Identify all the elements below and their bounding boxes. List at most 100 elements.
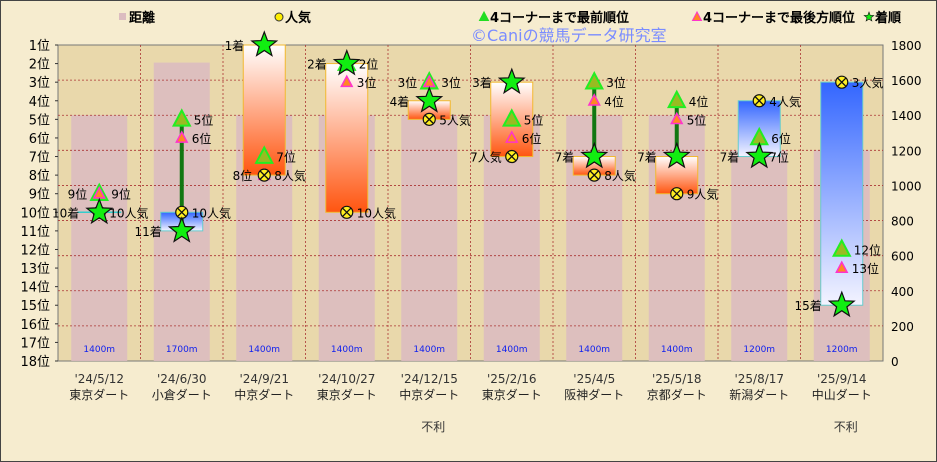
finish-star-icon xyxy=(745,141,774,169)
popularity-label: 4人気 xyxy=(769,94,801,109)
last-position-marker xyxy=(587,93,601,106)
finish-star-icon xyxy=(415,86,444,113)
last-position-marker xyxy=(505,130,519,143)
first-position-marker xyxy=(831,238,852,257)
distance-label: 1400m xyxy=(331,345,363,355)
first-position-label: 2位 xyxy=(359,57,379,72)
finish-label: 7着 xyxy=(720,150,740,165)
left-axis-tick: 14位 xyxy=(20,281,50,296)
finish-star-icon xyxy=(167,216,196,243)
first-position-marker xyxy=(171,108,192,127)
left-axis-tick: 18位 xyxy=(20,355,50,370)
right-axis-tick: 600 xyxy=(891,250,914,264)
race-course: 阪神ダート xyxy=(564,387,624,402)
left-axis-tick: 1位 xyxy=(29,39,50,54)
left-axis-tick: 8位 xyxy=(29,169,50,184)
popularity-cross-icon xyxy=(837,77,847,87)
left-axis-tick: 5位 xyxy=(29,113,50,128)
race-note: 不利 xyxy=(834,420,858,434)
last-position-label: 5位 xyxy=(687,112,707,127)
finish-label: 11着 xyxy=(134,224,161,239)
finish-star-icon xyxy=(497,67,526,95)
legend-label: 4コーナーまで最後方順位 xyxy=(703,10,855,26)
last-position-label: 6位 xyxy=(192,131,212,146)
first-position-label: 4位 xyxy=(689,94,709,109)
watermark: ©Caniの競馬データ研究室 xyxy=(471,26,667,45)
race-date: '25/5/18 xyxy=(652,372,702,386)
distance-label: 1200m xyxy=(743,345,775,355)
last-position-marker xyxy=(175,130,189,143)
finish-label: 10着 xyxy=(52,205,79,220)
first-position-label: 3位 xyxy=(606,75,626,90)
popularity-label: 7人気 xyxy=(470,150,502,165)
right-axis-tick: 200 xyxy=(891,320,914,334)
race-date: '24/9/21 xyxy=(239,372,289,386)
right-axis-tick: 1600 xyxy=(891,74,922,88)
popularity-label: 8人気 xyxy=(604,168,636,183)
race-course: 新潟ダート xyxy=(729,387,789,402)
first-position-label: 7位 xyxy=(276,150,296,165)
distance-bar xyxy=(401,115,458,361)
distance-label: 1700m xyxy=(166,345,198,355)
race-course: 京都ダート xyxy=(647,387,707,402)
popularity-label: 9人気 xyxy=(687,187,719,202)
left-axis-tick: 17位 xyxy=(20,336,50,351)
race-note: 不利 xyxy=(421,420,445,434)
distance-label: 1400m xyxy=(413,345,445,355)
popularity-label: 10人気 xyxy=(192,205,231,220)
first-position-label: 5位 xyxy=(194,112,214,127)
right-axis-tick: 400 xyxy=(891,285,914,299)
right-axis-tick: 1200 xyxy=(891,144,922,158)
legend-triangle-icon xyxy=(691,10,703,21)
popularity-cross-icon xyxy=(259,170,269,180)
first-position-label: 6位 xyxy=(771,131,791,146)
legend-triangle-icon xyxy=(478,10,490,21)
first-position-marker xyxy=(501,108,522,127)
last-position-marker xyxy=(670,111,684,125)
last-position-label: 8位 xyxy=(233,168,253,183)
left-axis-tick: 9位 xyxy=(29,188,50,203)
left-axis-tick: 16位 xyxy=(20,318,50,333)
left-axis-tick: 2位 xyxy=(29,58,50,73)
distance-bar xyxy=(71,115,128,361)
race-date: '25/2/16 xyxy=(487,372,537,386)
last-position-marker xyxy=(835,260,849,274)
left-axis-tick: 15位 xyxy=(20,299,50,314)
popularity-cross-icon xyxy=(424,114,434,124)
popularity-cross-icon xyxy=(177,207,187,217)
popularity-cross-icon xyxy=(589,170,599,180)
first-position-marker xyxy=(584,71,605,90)
last-position-label: 3位 xyxy=(398,75,418,90)
popularity-cross-icon xyxy=(342,207,352,217)
popularity-label: 8人気 xyxy=(274,168,306,183)
distance-label: 1400m xyxy=(83,345,115,355)
left-axis-tick: 4位 xyxy=(29,95,50,110)
finish-star-icon xyxy=(250,30,279,57)
popularity-label: 3人気 xyxy=(852,75,884,90)
last-position-marker xyxy=(340,74,354,88)
first-position-label: 5位 xyxy=(524,112,544,127)
left-axis-tick: 13位 xyxy=(20,262,50,277)
distance-label: 1200m xyxy=(826,345,858,355)
race-course: 中京ダート xyxy=(399,387,459,402)
popularity-cross-icon xyxy=(672,189,682,199)
last-position-label: 3位 xyxy=(357,75,377,90)
finish-label: 1着 xyxy=(225,38,245,53)
race-course: 小倉ダート xyxy=(152,387,212,402)
finish-star-icon xyxy=(827,290,856,318)
last-position-label: 4位 xyxy=(604,94,624,109)
left-axis-tick: 10位 xyxy=(20,206,50,221)
finish-label: 15着 xyxy=(794,298,821,313)
race-course: 東京ダート xyxy=(69,387,129,402)
last-position-label: 6位 xyxy=(522,131,542,146)
distance-label: 1400m xyxy=(248,345,280,355)
legend-distance-icon xyxy=(119,13,126,20)
first-position-label: 9位 xyxy=(111,187,131,202)
legend-star-icon xyxy=(863,11,875,22)
popularity-cross-icon xyxy=(507,152,517,161)
right-axis-tick: 0 xyxy=(891,355,899,369)
finish-star-icon xyxy=(85,197,114,225)
right-axis-tick: 1400 xyxy=(891,109,922,123)
